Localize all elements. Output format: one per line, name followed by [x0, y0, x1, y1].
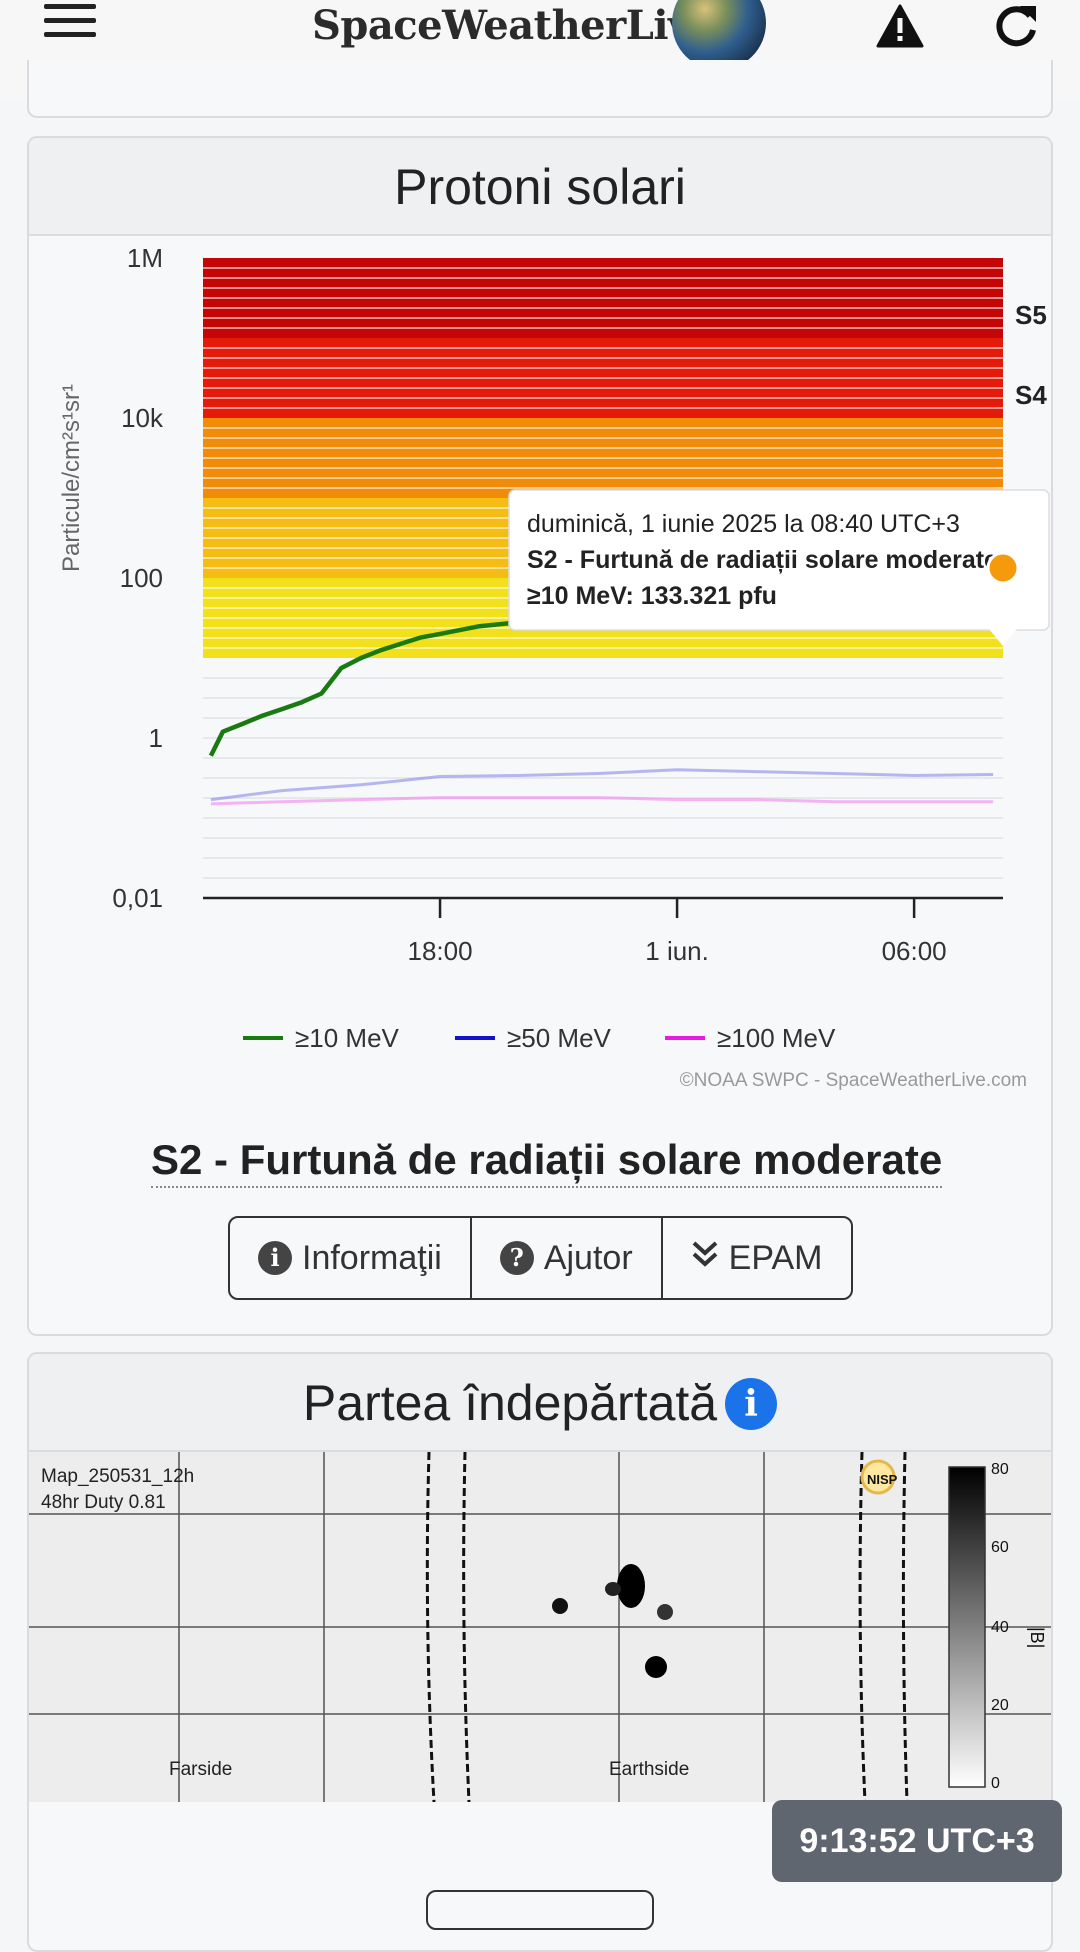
y-tick-label: 0,01 — [112, 883, 163, 913]
colorbar-tick: 80 — [991, 1461, 1009, 1478]
epam-button-label: EPAM — [728, 1238, 823, 1277]
colorbar-unit: |B| — [1027, 1627, 1047, 1648]
previous-card-bottom — [27, 60, 1053, 118]
y-tick-label: 1M — [127, 243, 163, 273]
farside-card-header: Partea îndepărtată i — [29, 1354, 1051, 1452]
colorbar-tick: 60 — [991, 1539, 1009, 1556]
nisp-badge: NISP — [867, 1472, 898, 1487]
chart-credit: ©NOAA SWPC - SpaceWeatherLive.com — [680, 1070, 1027, 1091]
help-icon: ? — [499, 1241, 534, 1275]
info-button[interactable]: i Informaţii — [230, 1218, 472, 1298]
farside-label: Farside — [169, 1759, 232, 1780]
axes: 18:00 1 iun. 06:00 1M 10k 100 1 0,01 Particule/c… — [58, 243, 1003, 966]
series-line-2 — [210, 796, 994, 806]
colorbar-tick: 20 — [991, 1697, 1009, 1714]
tooltip-point-marker — [986, 551, 1020, 585]
tooltip-status: S2 - Furtună de radiații solare moderate — [527, 546, 998, 574]
proton-chart-area: 18:00 1 iun. 06:00 1M 10k 100 1 0,01 Particule/c… — [29, 236, 1053, 1334]
x-tick-label: 18:00 — [407, 936, 472, 966]
farside-map[interactable]: 80 60 40 20 0 |B| NISP Map_250531_12h 48… — [29, 1451, 1051, 1803]
y-tick-label: 10k — [121, 403, 164, 433]
proton-flux-chart[interactable]: 18:00 1 iun. 06:00 1M 10k 100 1 0,01 Particule/c… — [29, 236, 1053, 1116]
x-tick-label: 1 iun. — [645, 936, 709, 966]
legend-label: ≥50 MeV — [507, 1023, 612, 1053]
band-label-s4: S4 — [1015, 380, 1047, 410]
colorbar-tick: 40 — [991, 1619, 1009, 1636]
x-tick-label: 06:00 — [882, 936, 947, 966]
tooltip-reading: ≥10 MeV: 133.321 pfu — [527, 582, 777, 610]
hamburger-menu-icon[interactable] — [44, 4, 96, 48]
y-tick-label: 100 — [120, 563, 163, 593]
tooltip-box — [508, 489, 1050, 631]
info-button-label: Informaţii — [302, 1238, 442, 1277]
help-button[interactable]: ? Ajutor — [472, 1218, 663, 1298]
colorbar-tick: 0 — [991, 1775, 1000, 1792]
farside-title: Partea îndepărtată — [302, 1375, 718, 1431]
next-button-stub[interactable] — [426, 1890, 654, 1930]
legend-label: ≥100 MeV — [717, 1023, 836, 1053]
band-label-s5: S5 — [1015, 300, 1047, 330]
tooltip: duminică, 1 iunie 2025 la 08:40 UTC+3 S2 … — [508, 489, 1050, 646]
series-line-1 — [210, 768, 994, 802]
map-name: Map_250531_12h — [41, 1466, 194, 1487]
y-axis-label: Particule/cm²s¹sr¹ — [58, 384, 85, 572]
utc-clock: 9:13:52 UTC+3 — [772, 1800, 1062, 1882]
status-title[interactable]: S2 - Furtună de radiații solare moderate — [151, 1136, 943, 1188]
earthside-label: Earthside — [609, 1759, 689, 1780]
chevrons-down-icon — [691, 1239, 719, 1278]
chart-legend: ≥10 MeV ≥50 MeV ≥100 MeV ©NOAA SWPC - Space… — [243, 1023, 1027, 1091]
legend-label: ≥10 MeV — [295, 1023, 400, 1053]
epam-button[interactable]: EPAM — [663, 1218, 851, 1298]
warning-triangle-icon[interactable] — [876, 4, 924, 53]
help-button-label: Ajutor — [543, 1238, 633, 1277]
y-tick-label: 1 — [149, 723, 163, 753]
chart-button-group: i Informaţii ? Ajutor EPAM — [228, 1216, 853, 1300]
solar-protons-card: Protoni solari 18:00 1 iun. 06:00 1M 10k 100 1… — [27, 136, 1053, 1336]
info-icon[interactable]: i — [725, 1378, 778, 1430]
site-logo[interactable]: SpaceWeatherLive — [312, 2, 716, 49]
tooltip-date: duminică, 1 iunie 2025 la 08:40 UTC+3 — [527, 510, 960, 538]
reload-icon[interactable] — [994, 2, 1038, 55]
tooltip-pointer — [989, 629, 1017, 646]
card-title: Protoni solari — [29, 138, 1051, 236]
info-icon: i — [258, 1241, 292, 1275]
duty-label: 48hr Duty 0.81 — [41, 1492, 166, 1513]
